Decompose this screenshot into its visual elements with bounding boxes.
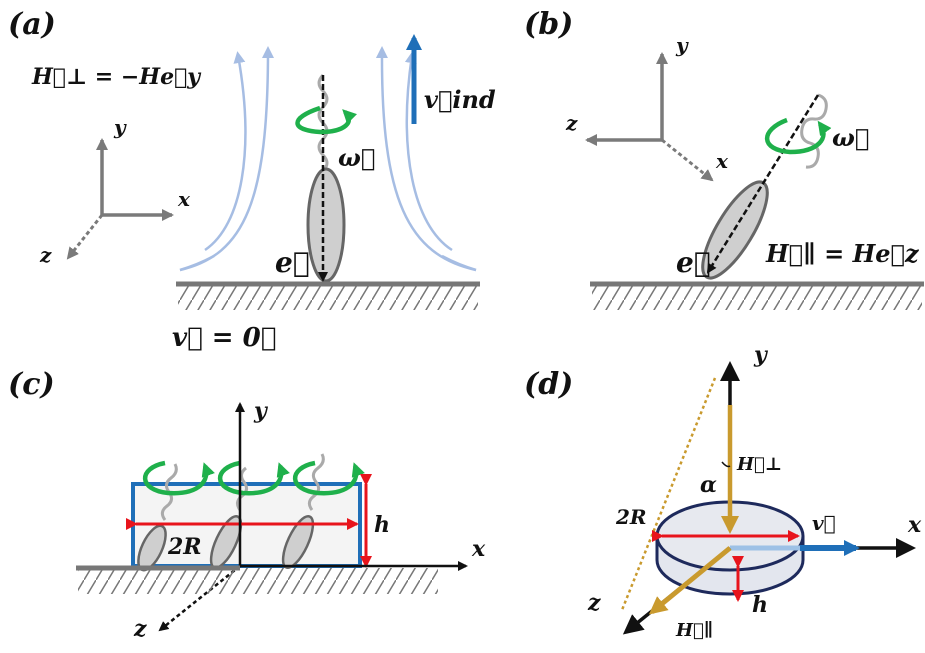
panel-c-rotation-arrows xyxy=(143,460,365,496)
panel-a-axis-y: y xyxy=(113,115,127,139)
panel-a-flow-lines xyxy=(179,46,477,272)
panel-c: (c) 2R h y x z xyxy=(8,367,486,642)
panel-a-e-label: e⃗ xyxy=(275,246,310,279)
panel-a-wall-hatch xyxy=(178,284,478,310)
panel-d: (d) y H⃗⊥ α 2R v⃗ x z H⃗∥ h xyxy=(524,342,922,641)
panel-a-v-ind-label: v⃗ind xyxy=(424,85,496,114)
panel-a-omega-label: ω⃗ xyxy=(338,143,375,172)
panel-a-particle xyxy=(306,167,346,283)
panel-b-e-arrow xyxy=(706,94,820,274)
panel-d-axis-x: x xyxy=(907,512,922,538)
panel-d-label: (d) xyxy=(524,367,573,402)
panel-a-omega-arrow xyxy=(295,105,358,135)
panel-b-axes: y z x xyxy=(565,33,729,182)
panel-d-v-label: v⃗ xyxy=(812,511,836,535)
panel-c-wall-hatch xyxy=(78,568,438,594)
panel-b-wall-hatch xyxy=(592,284,922,310)
panel-c-axis-z: z xyxy=(133,616,147,642)
panel-b-label: (b) xyxy=(524,7,573,42)
panel-a-axes: y x z xyxy=(39,115,191,267)
panel-b-flagellum xyxy=(800,93,828,169)
panel-a-label: (a) xyxy=(8,7,56,42)
panel-a-axis-x: x xyxy=(177,187,191,211)
panel-c-label: (c) xyxy=(8,367,55,402)
panel-c-h-label: h xyxy=(374,512,390,538)
panel-b-axis-z: z xyxy=(565,111,578,135)
panel-a-v-zero: v⃗ = 0⃗ xyxy=(172,323,276,353)
panel-a: (a) H⃗⊥ = −He⃗y y x z v⃗ind ω⃗ e⃗ xyxy=(8,7,496,353)
panel-d-2r-label: 2R xyxy=(615,505,647,529)
panel-d-h-label: h xyxy=(752,592,768,618)
panel-d-axis-z: z xyxy=(587,590,601,616)
panel-b-omega-label: ω⃗ xyxy=(832,123,869,152)
panel-b-axis-y: y xyxy=(675,33,689,57)
panel-b-axis-x: x xyxy=(715,149,729,173)
panel-c-axis-y: y xyxy=(253,398,269,424)
panel-d-h-perp-label: H⃗⊥ xyxy=(736,454,782,475)
panel-c-2r-label: 2R xyxy=(167,534,202,560)
panel-b-omega-arrow xyxy=(765,117,832,155)
panel-d-alpha: α xyxy=(700,472,717,498)
panel-d-h-par-label: H⃗∥ xyxy=(675,620,713,641)
panel-d-h-par-arrow xyxy=(648,546,732,615)
panel-b: (b) y z x ω⃗ e⃗ H⃗∥ = He⃗z xyxy=(524,7,924,310)
panel-b-field-equation: H⃗∥ = He⃗z xyxy=(765,239,920,268)
panel-d-alpha-arc xyxy=(721,461,731,468)
panel-d-axis-y: y xyxy=(753,342,769,368)
panel-b-e-label: e⃗ xyxy=(676,246,711,279)
panel-c-axis-x: x xyxy=(471,536,486,562)
panel-a-field-equation: H⃗⊥ = −He⃗y xyxy=(31,64,202,90)
panel-a-axis-z: z xyxy=(39,243,52,267)
